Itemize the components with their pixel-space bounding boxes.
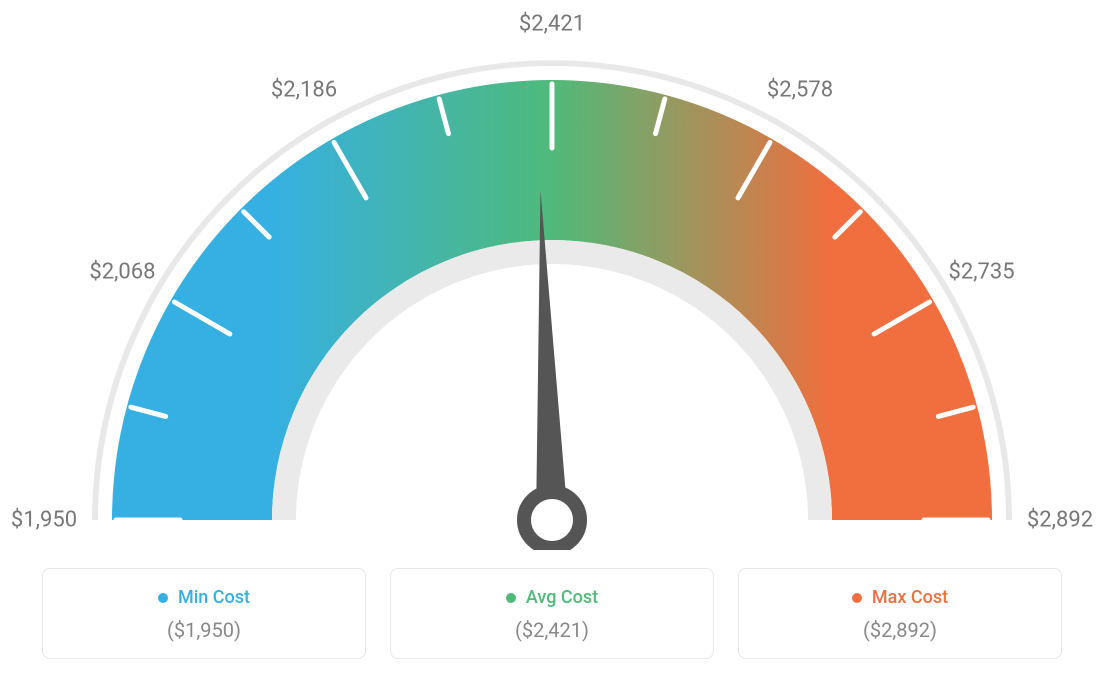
legend-max-value: ($2,892) <box>751 618 1049 642</box>
legend-max-dot-icon <box>852 593 862 603</box>
legend-max-label: Max Cost <box>872 587 948 608</box>
legend-avg-title: Avg Cost <box>506 587 598 608</box>
gauge-tick-label: $2,068 <box>89 260 155 285</box>
cost-gauge: $1,950$2,068$2,186$2,421$2,578$2,735$2,8… <box>20 20 1084 550</box>
legend-max-card: Max Cost ($2,892) <box>738 568 1062 659</box>
gauge-tick-label: $2,578 <box>767 78 833 103</box>
gauge-tick-label: $2,186 <box>271 78 337 103</box>
legend-min-title: Min Cost <box>158 587 250 608</box>
legend-min-card: Min Cost ($1,950) <box>42 568 366 659</box>
legend-avg-dot-icon <box>506 593 516 603</box>
gauge-tick-label: $2,421 <box>519 12 585 37</box>
gauge-tick-label: $1,950 <box>11 508 77 533</box>
legend-min-value: ($1,950) <box>55 618 353 642</box>
gauge-svg <box>20 20 1084 550</box>
gauge-tick-label: $2,735 <box>948 260 1014 285</box>
legend-avg-card: Avg Cost ($2,421) <box>390 568 714 659</box>
legend-avg-value: ($2,421) <box>403 618 701 642</box>
legend-max-title: Max Cost <box>852 587 948 608</box>
legend-min-label: Min Cost <box>178 587 250 608</box>
legend-row: Min Cost ($1,950) Avg Cost ($2,421) Max … <box>42 568 1062 659</box>
legend-avg-label: Avg Cost <box>526 587 598 608</box>
legend-min-dot-icon <box>158 593 168 603</box>
gauge-tick-label: $2,892 <box>1027 508 1093 533</box>
